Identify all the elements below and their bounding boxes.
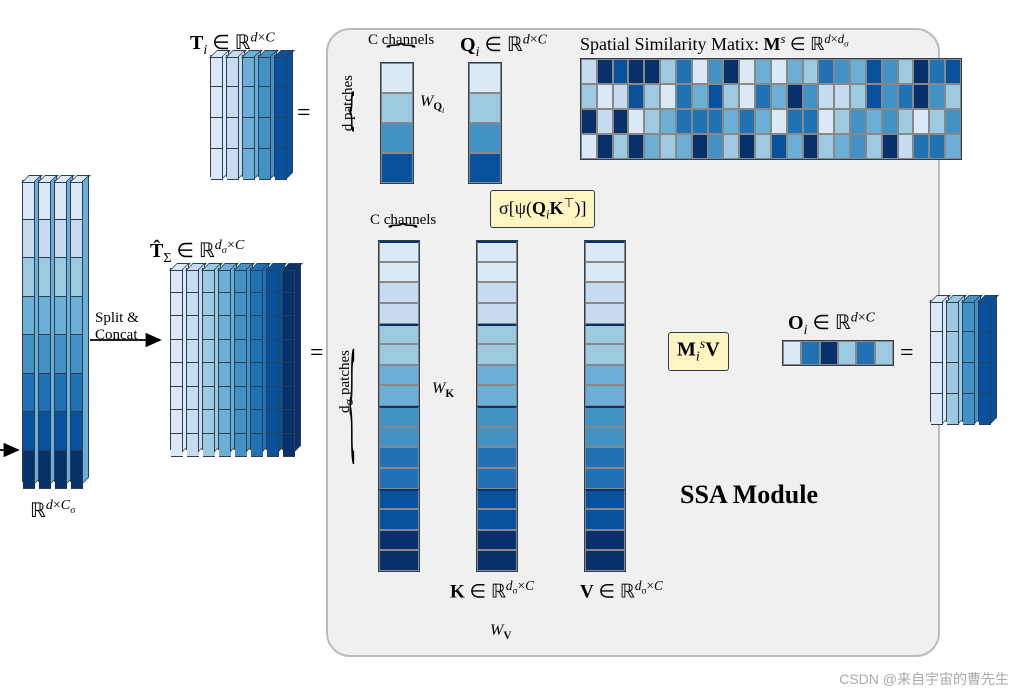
tall-col-k — [476, 240, 518, 572]
tsigma-label: T̂Σ ∈ ℝdσ×C — [150, 238, 244, 267]
equals-ts: = — [310, 340, 324, 367]
module-title: SSA Module — [680, 480, 818, 510]
mv-box: MisV — [668, 332, 729, 371]
v-dim-label: V ∈ ℝdσ×C — [580, 578, 663, 603]
equals-ti: = — [297, 100, 311, 127]
o-stack — [930, 300, 992, 422]
qi-label: Qi ∈ ℝd×C — [460, 32, 547, 61]
ms-label: Spatial Similarity Matix: Ms ∈ ℝd×dσ — [580, 32, 849, 55]
o-row — [782, 340, 894, 366]
wq-label: WQi — [420, 93, 444, 115]
ti-label: Ti ∈ ℝd×C — [190, 30, 275, 59]
q-input-grid — [380, 62, 414, 184]
k-dim-label: K ∈ ℝdσ×C — [450, 578, 534, 603]
tall-col-input — [378, 240, 420, 572]
tall-col-v — [584, 240, 626, 572]
ms-grid — [580, 58, 962, 160]
oi-label: Oi ∈ ℝd×C — [788, 310, 875, 339]
qi-grid — [468, 62, 502, 184]
sigma-psi-box: σ[ψ(QiK⊤)] — [490, 190, 595, 228]
watermark: CSDN @来自宇宙的曹先生 — [839, 669, 1009, 689]
brace-dq: ⏟ — [350, 91, 373, 133]
input-tensor-stack — [22, 180, 84, 482]
wk-label: WK — [432, 380, 454, 400]
tsigma-stack — [170, 268, 296, 450]
input-dim-label: ℝd×Cσ — [30, 498, 75, 523]
brace-dsigma: ⏟ — [350, 347, 373, 467]
split-concat-label: Split & Concat — [95, 310, 139, 344]
equals-o: = — [900, 340, 914, 367]
wv-label: WV — [490, 622, 511, 642]
ti-stack — [210, 55, 288, 177]
